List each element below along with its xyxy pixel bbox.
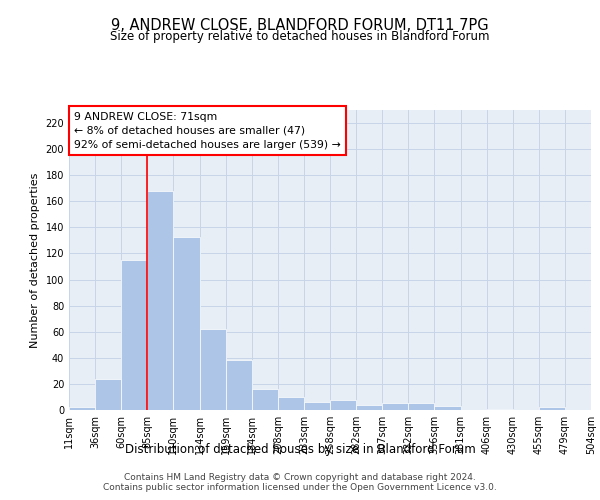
Text: Size of property relative to detached houses in Blandford Forum: Size of property relative to detached ho… [110, 30, 490, 43]
Bar [278, 397, 304, 410]
Bar [356, 405, 382, 410]
Bar [382, 404, 409, 410]
Text: 9, ANDREW CLOSE, BLANDFORD FORUM, DT11 7PG: 9, ANDREW CLOSE, BLANDFORD FORUM, DT11 7… [111, 18, 489, 32]
Bar [409, 404, 434, 410]
Bar [539, 408, 565, 410]
Bar [226, 360, 252, 410]
Text: Distribution of detached houses by size in Blandford Forum: Distribution of detached houses by size … [125, 442, 475, 456]
Bar [69, 408, 95, 410]
Bar [434, 406, 461, 410]
Bar [330, 400, 356, 410]
Bar [121, 260, 148, 410]
Bar [199, 329, 226, 410]
Text: 9 ANDREW CLOSE: 71sqm
← 8% of detached houses are smaller (47)
92% of semi-detac: 9 ANDREW CLOSE: 71sqm ← 8% of detached h… [74, 112, 341, 150]
Bar [252, 389, 278, 410]
Y-axis label: Number of detached properties: Number of detached properties [30, 172, 40, 348]
Bar [148, 191, 173, 410]
Bar [173, 236, 199, 410]
Bar [304, 402, 330, 410]
Bar [95, 378, 121, 410]
Text: Contains HM Land Registry data © Crown copyright and database right 2024.
Contai: Contains HM Land Registry data © Crown c… [103, 472, 497, 492]
Bar [487, 408, 513, 410]
